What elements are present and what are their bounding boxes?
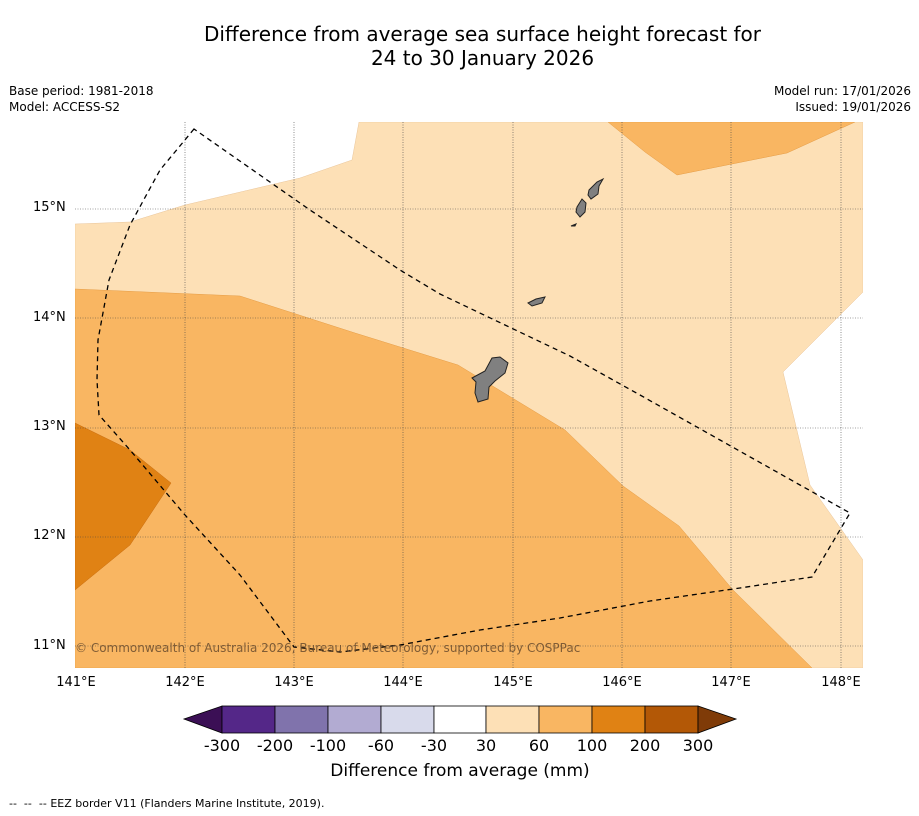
region-60-100-north [607, 122, 856, 176]
issued-text: Issued: 19/01/2026 [795, 100, 911, 114]
eez-legend-text: EEZ border V11 (Flanders Marine Institut… [50, 797, 325, 810]
meta-left: Base period: 1981-2018 Model: ACCESS-S2 [9, 83, 154, 115]
eez-legend-symbol: -- -- -- [9, 797, 47, 810]
title-line-2: 24 to 30 January 2026 [370, 46, 595, 70]
title-line-1: Difference from average sea surface heig… [203, 22, 762, 46]
colorbar-seg-8 [591, 705, 646, 734]
region-100-200 [75, 422, 172, 591]
model-text: Model: ACCESS-S2 [9, 100, 121, 114]
lon-label-146e: 146°E [602, 675, 642, 690]
colorbar-seg-6 [485, 705, 540, 734]
colorbar-seg-4 [380, 705, 435, 734]
colorbar-tick: -100 [309, 736, 347, 755]
chart-title: Difference from average sea surface heig… [0, 22, 919, 70]
colorbar-seg-3 [327, 705, 382, 734]
map-area [75, 122, 863, 668]
model-run-text: Model run: 17/01/2026 [773, 84, 911, 98]
colorbar-seg-5 [433, 705, 487, 734]
base-period-text: Base period: 1981-2018 [9, 84, 154, 98]
lon-label-147e: 147°E [711, 675, 751, 690]
lon-label-144e: 144°E [383, 675, 423, 690]
colorbar-seg-1 [221, 705, 276, 734]
lat-label-11n: 11°N [33, 638, 66, 653]
meta-right: Model run: 17/01/2026 Issued: 19/01/2026 [774, 83, 911, 115]
colorbar-extend-low [182, 705, 223, 734]
land [471, 177, 605, 403]
colorbar-tick: -300 [203, 736, 241, 755]
region-60-100-south [75, 288, 813, 668]
eez-legend: -- -- -- EEZ border V11 (Flanders Marine… [9, 797, 324, 810]
aguijan-island [570, 223, 578, 227]
lat-label-14n: 14°N [33, 310, 66, 325]
colorbar-seg-2 [274, 705, 329, 734]
colorbar-tick: -30 [420, 736, 448, 755]
tinian-island [575, 198, 587, 218]
colorbar-tick: 300 [682, 736, 714, 755]
colorbar-tick: 100 [576, 736, 608, 755]
lat-label-12n: 12°N [33, 528, 66, 543]
eez-border-line [96, 128, 851, 653]
colorbar-tick: 200 [629, 736, 661, 755]
lon-label-142e: 142°E [165, 675, 205, 690]
colorbar [182, 705, 738, 734]
lon-label-148e: 148°E [821, 675, 861, 690]
lat-label-13n: 13°N [33, 419, 66, 434]
colorbar-label: Difference from average (mm) [330, 761, 590, 781]
colorbar-tick: 30 [475, 736, 497, 755]
colorbar-tick: -200 [256, 736, 294, 755]
copyright-text: © Commonwealth of Australia 2026, Bureau… [75, 641, 581, 655]
lon-label-145e: 145°E [493, 675, 533, 690]
colorbar-seg-7 [538, 705, 593, 734]
lon-label-141e: 141°E [56, 675, 96, 690]
graticule [75, 122, 863, 668]
saipan-island [587, 177, 605, 200]
colorbar-extend-high [697, 705, 738, 734]
lon-label-143e: 143°E [274, 675, 314, 690]
guam-island [471, 356, 509, 403]
lat-label-15n: 15°N [33, 200, 66, 215]
rota-island [527, 296, 546, 307]
colorbar-tick: -60 [367, 736, 395, 755]
colorbar-tick: 60 [528, 736, 550, 755]
colorbar-seg-9 [644, 705, 699, 734]
